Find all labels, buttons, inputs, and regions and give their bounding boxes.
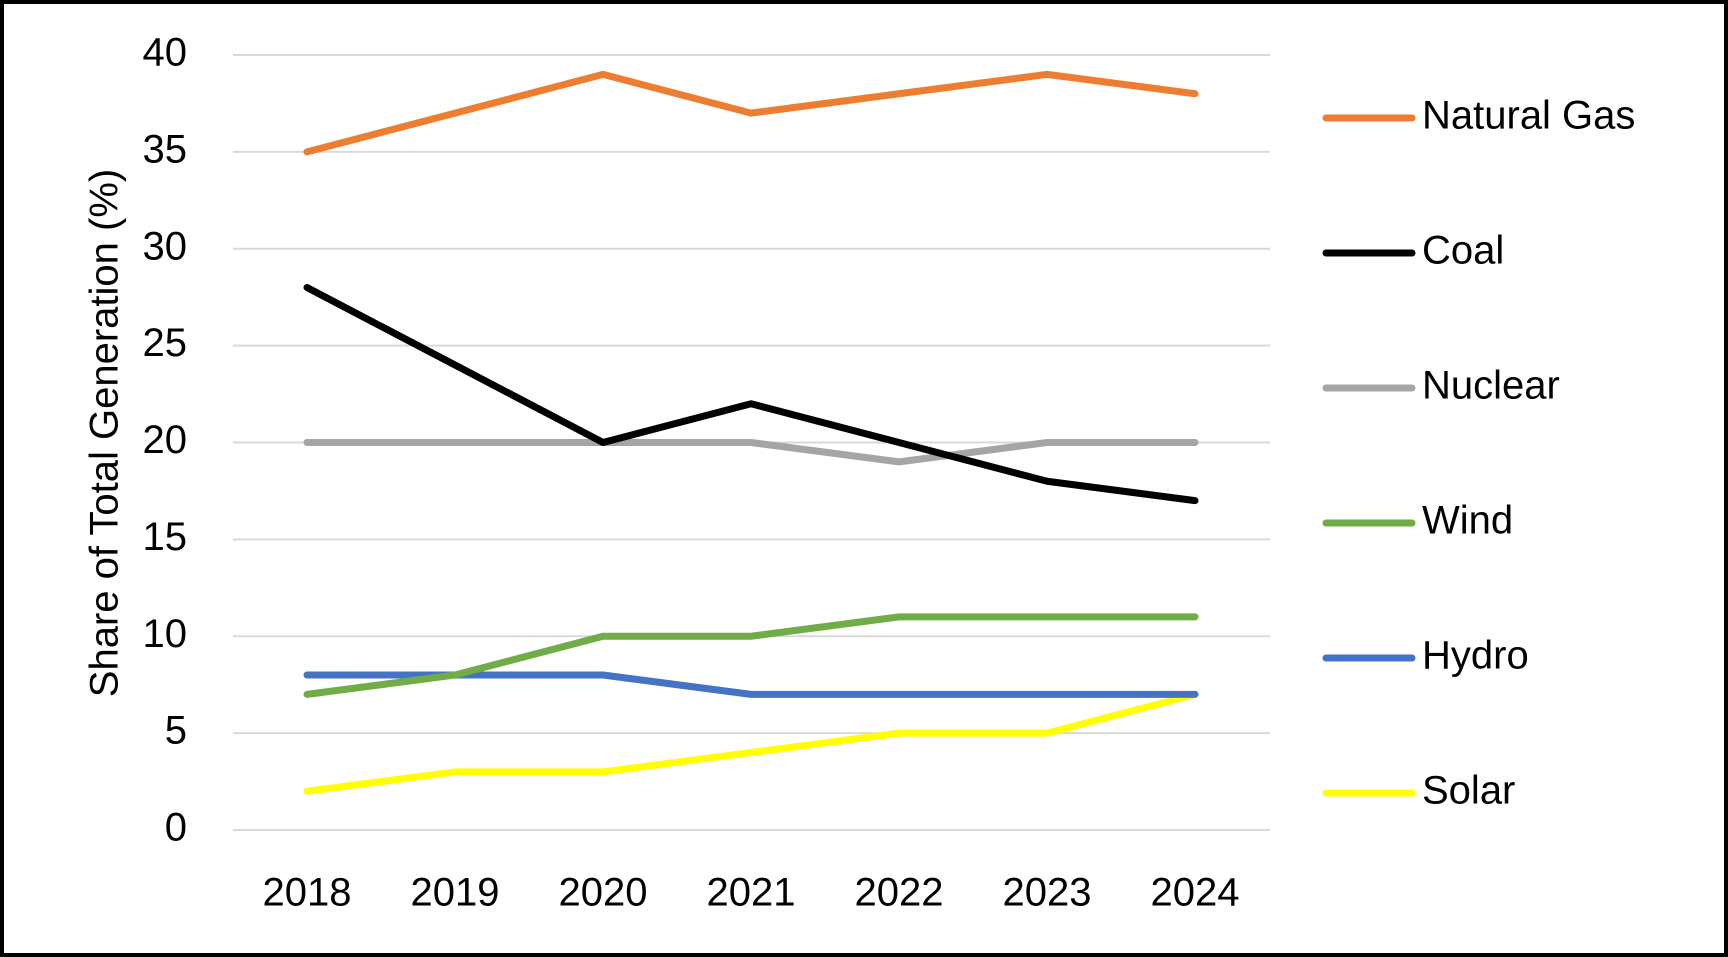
legend-label-nuclear: Nuclear <box>1422 364 1560 408</box>
x-tick-label: 2019 <box>411 871 500 915</box>
legend-label-solar: Solar <box>1422 769 1515 813</box>
y-tick-label: 15 <box>143 515 188 559</box>
series-line-nuclear <box>303 439 1199 466</box>
y-tick-label: 20 <box>143 418 188 462</box>
x-tick-label: 2022 <box>855 871 944 915</box>
y-axis-title: Share of Total Generation (%) <box>83 169 127 697</box>
x-tick-label: 2021 <box>707 871 796 915</box>
legend-label-coal: Coal <box>1422 229 1504 273</box>
y-tick-label: 10 <box>143 612 188 656</box>
x-tick-label: 2023 <box>1003 871 1092 915</box>
series-line-natural-gas <box>303 70 1199 156</box>
legend-label-hydro: Hydro <box>1422 634 1529 678</box>
gridlines <box>233 54 1270 831</box>
legend-label-wind: Wind <box>1422 499 1513 543</box>
y-tick-label: 5 <box>165 709 187 753</box>
y-tick-label: 35 <box>143 127 188 171</box>
y-tick-label: 0 <box>165 806 187 850</box>
legend: Natural Gas Coal Nuclear Wind Hydro Solar <box>1322 94 1635 813</box>
x-tick-label: 2020 <box>559 871 648 915</box>
y-axis-ticks: 0 5 10 15 20 25 30 35 40 <box>143 31 188 850</box>
x-axis-ticks: 2018 2019 2020 2021 2022 2023 2024 <box>263 871 1240 915</box>
legend-label-natural-gas: Natural Gas <box>1422 94 1635 138</box>
series-lines <box>303 70 1199 795</box>
series-line-solar <box>303 690 1199 795</box>
series-line-coal <box>303 284 1199 505</box>
x-tick-label: 2024 <box>1151 871 1240 915</box>
x-tick-label: 2018 <box>263 871 352 915</box>
y-tick-label: 25 <box>143 321 188 365</box>
y-tick-label: 40 <box>143 31 188 75</box>
series-line-wind <box>303 613 1199 698</box>
y-tick-label: 30 <box>143 224 188 268</box>
